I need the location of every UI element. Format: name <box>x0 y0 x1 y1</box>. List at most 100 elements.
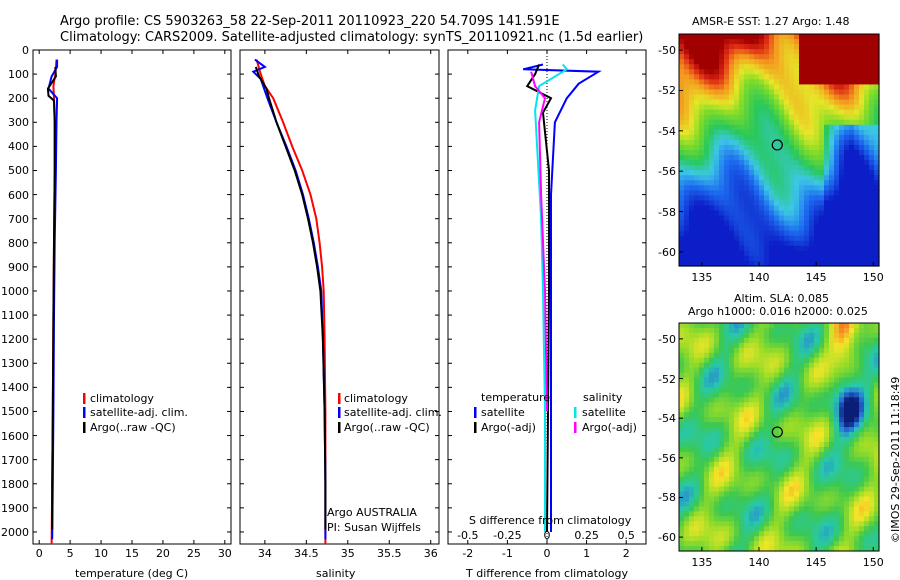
sst-map-cell <box>679 170 685 176</box>
sst-map-cell <box>819 49 825 55</box>
sst-map-cell <box>809 39 815 45</box>
sst-map-cell <box>794 205 800 212</box>
sla-map-cell <box>874 441 880 448</box>
sla-map-cell <box>794 541 800 547</box>
sst-map-cell <box>689 235 695 242</box>
sst-map-cell <box>699 210 705 217</box>
sst-map-cell <box>864 144 870 151</box>
sla-map-cell <box>824 476 830 483</box>
sla-map-cell <box>769 451 775 458</box>
sla-map-cell <box>684 362 690 369</box>
sla-map-cell <box>694 397 700 403</box>
sla-map-cell <box>689 377 695 384</box>
sst-map-cell <box>769 200 775 207</box>
sst-map-cell <box>874 180 880 186</box>
sst-map-cell <box>779 64 785 70</box>
argo-country-annotation: Argo AUSTRALIA <box>327 506 417 519</box>
sla-map-cell <box>874 407 880 413</box>
sla-map-cell <box>809 362 815 369</box>
sla-map-cell <box>839 377 845 384</box>
sla-map-cell <box>849 327 855 334</box>
sla-map-cell <box>739 357 745 364</box>
sla-map-cell <box>679 471 685 478</box>
sst-map-cell <box>714 200 720 207</box>
sla-map-cell <box>729 417 735 423</box>
sla-map-cell <box>839 446 845 453</box>
sla-map-cell <box>839 412 845 418</box>
sla-map-cell <box>874 486 880 493</box>
sst-map-cell <box>804 69 810 75</box>
sst-map-cell <box>719 220 725 227</box>
sla-map-cell <box>709 422 715 428</box>
sst-map-cell <box>744 205 750 212</box>
sst-map-cell <box>844 144 850 151</box>
sst-map-cell <box>764 74 770 80</box>
sla-map-cell <box>684 541 690 547</box>
sla-map-cell <box>844 456 850 463</box>
sla-map-cell <box>829 441 835 448</box>
sla-map-cell <box>734 501 740 507</box>
sla-map-cell <box>809 342 815 349</box>
sst-map-cell <box>709 230 715 237</box>
sla-map-cell <box>729 377 735 384</box>
sla-map-cell <box>704 496 710 503</box>
sla-map-cell <box>744 446 750 453</box>
sst-map-cell <box>829 34 835 40</box>
sla-map-cell <box>704 407 710 413</box>
sst-map-cell <box>764 89 770 96</box>
sla-map-cell <box>754 441 760 448</box>
sla-map-cell <box>794 412 800 418</box>
sla-map-cell <box>874 367 880 374</box>
sla-map-cell <box>854 337 860 344</box>
sla-map-cell <box>844 536 850 542</box>
sla-map-cell <box>749 536 755 542</box>
sst-map-cell <box>839 150 845 156</box>
sla-map-cell <box>694 417 700 423</box>
sla-map-cell <box>744 481 750 488</box>
sst-map-cell <box>864 200 870 207</box>
sst-map-cell <box>789 240 795 247</box>
sst-map-cell <box>679 250 685 257</box>
sst-map-cell <box>804 170 810 176</box>
sst-map-cell <box>784 54 790 60</box>
sst-map-cell <box>854 220 860 227</box>
sla-map-cell <box>709 377 715 384</box>
sst-map-cell <box>864 109 870 116</box>
sst-map-cell <box>864 155 870 161</box>
sla-map-cell <box>684 526 690 532</box>
sst-map-cell <box>734 180 740 186</box>
sla-map-cell <box>764 437 770 443</box>
sst-map-cell <box>874 220 880 227</box>
sst-map-cell <box>724 34 730 40</box>
sst-map-cell <box>744 69 750 75</box>
sla-map-cell <box>679 466 685 473</box>
sla-map-cell <box>749 427 755 433</box>
sst-map-cell <box>744 200 750 207</box>
depth-tick-label: 500 <box>8 164 29 178</box>
sst-map-cell <box>699 245 705 252</box>
sst-map-cell <box>704 210 710 217</box>
sst-map-cell <box>779 89 785 96</box>
sst-map-cell <box>834 104 840 111</box>
sla-map-cell <box>834 471 840 478</box>
sla-map-cell <box>849 323 855 329</box>
sst-map-cell <box>759 260 765 267</box>
sla-map-cell <box>699 451 705 458</box>
sst-map-cell <box>759 220 765 227</box>
sst-map-cell <box>679 195 685 202</box>
sst-map-cell <box>874 64 880 70</box>
sla-map-cell <box>789 357 795 364</box>
sla-map-cell <box>779 531 785 537</box>
sla-map-cell <box>779 327 785 334</box>
sst-map-cell <box>804 84 810 91</box>
sla-map-cell <box>854 511 860 517</box>
sst-map-cell <box>694 180 700 186</box>
sla-map-cell <box>714 412 720 418</box>
sla-map-cell <box>724 392 730 398</box>
sla-map-cell <box>844 377 850 384</box>
sst-map-cell <box>779 175 785 181</box>
sla-map-cell <box>829 357 835 364</box>
sla-map-cell <box>734 451 740 458</box>
sla-map-cell <box>789 531 795 537</box>
sst-map-cell <box>709 215 715 222</box>
